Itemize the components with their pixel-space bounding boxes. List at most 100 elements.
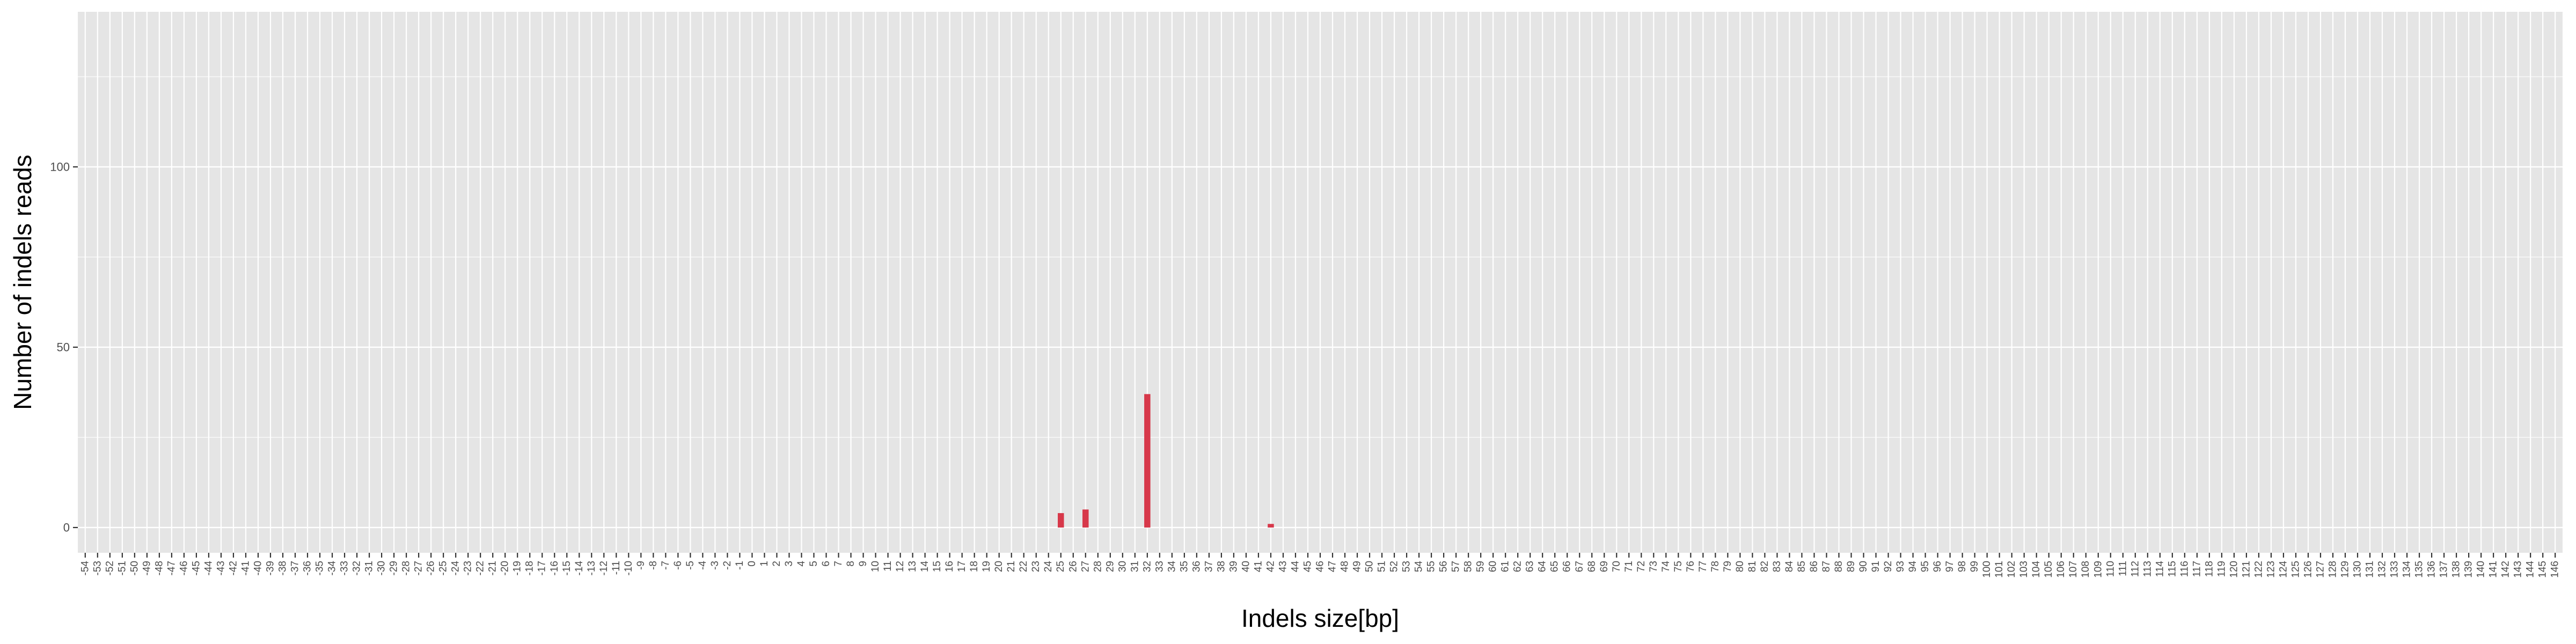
x-tick-label: 107	[2068, 561, 2079, 578]
x-tick-label: -15	[561, 561, 573, 575]
x-tick-label: -51	[116, 561, 128, 575]
x-tick-label: 119	[2216, 561, 2227, 577]
x-tick-label: 101	[1994, 561, 2005, 578]
bars	[1057, 394, 1274, 528]
x-tick-label: 9	[858, 561, 869, 567]
x-tick-label: 19	[981, 561, 992, 572]
x-tick-label: 102	[2006, 561, 2017, 578]
x-tick-label: 123	[2265, 561, 2277, 578]
x-tick-label: -7	[660, 561, 671, 570]
x-tick-label: 85	[1796, 561, 1807, 572]
x-tick-label: 132	[2377, 561, 2388, 578]
x-tick-label: 136	[2426, 561, 2438, 578]
x-tick-label: 56	[1438, 561, 1450, 572]
x-tick-label: -9	[635, 561, 647, 570]
x-tick-label: 86	[1809, 561, 1820, 572]
x-tick-label: 78	[1710, 561, 1721, 572]
x-tick-label: 28	[1092, 561, 1103, 572]
x-tick-label: -52	[104, 561, 115, 575]
x-tick-label: 118	[2204, 561, 2215, 577]
x-tick-label: 95	[1920, 561, 1931, 572]
x-tick-label: 89	[1846, 561, 1857, 572]
x-tick-label: -4	[697, 561, 708, 570]
x-tick-label: 30	[1117, 561, 1128, 572]
x-tick-label: 54	[1414, 561, 1425, 573]
x-tick-label: 29	[1104, 561, 1116, 572]
x-tick-label: 11	[882, 561, 894, 572]
x-tick-label: 50	[1364, 561, 1375, 572]
x-tick-label: -34	[327, 561, 338, 576]
x-tick-label: 41	[1253, 561, 1264, 572]
x-tick-label: 55	[1426, 561, 1437, 572]
x-tick-label: 65	[1549, 561, 1561, 572]
x-tick-label: 20	[993, 561, 1005, 572]
x-tick-label: 71	[1623, 561, 1635, 572]
x-tick-label: -48	[153, 561, 165, 575]
x-tick-label: -49	[141, 561, 152, 575]
x-tick-label: 144	[2525, 561, 2536, 578]
x-tick-label: 91	[1870, 561, 1882, 572]
x-axis-title: Indels size[bp]	[1241, 604, 1399, 632]
x-tick-label: 14	[919, 561, 931, 573]
x-tick-label: 138	[2451, 561, 2462, 578]
x-tick-label: 2	[771, 561, 782, 567]
y-tick-label: 100	[50, 160, 70, 173]
x-tick-label: 6	[821, 561, 832, 567]
x-tick-label: 10	[870, 561, 881, 572]
x-tick-label: 114	[2154, 561, 2165, 577]
x-tick-label: -24	[450, 561, 462, 576]
x-tick-label: 33	[1154, 561, 1165, 572]
x-tick-label: -32	[352, 561, 363, 575]
x-tick-label: -44	[203, 561, 214, 576]
x-tick-label: 98	[1957, 561, 1968, 572]
x-tick-label: 47	[1327, 561, 1338, 572]
x-tick-label: 96	[1932, 561, 1943, 572]
y-tick-label: 50	[57, 340, 70, 354]
x-tick-label: 87	[1821, 561, 1832, 572]
x-tick-label: -38	[277, 561, 288, 575]
x-tick-label: 88	[1833, 561, 1845, 572]
x-tick-label: 61	[1500, 561, 1511, 572]
x-tick-label: 126	[2302, 561, 2314, 578]
x-tick-label: 125	[2290, 561, 2301, 578]
x-tick-label: 15	[932, 561, 943, 572]
x-tick-label: 76	[1685, 561, 1696, 572]
x-tick-label: 42	[1265, 561, 1276, 572]
y-axis-title: Number of indels reads	[9, 155, 36, 410]
x-tick-label: -25	[438, 561, 449, 575]
x-tick-label: -39	[265, 561, 276, 575]
x-tick-label: 97	[1944, 561, 1956, 572]
x-tick-label: 135	[2414, 561, 2425, 578]
x-tick-label: 67	[1574, 561, 1585, 572]
x-tick-label: 22	[1018, 561, 1029, 572]
x-tick-label: -26	[426, 561, 437, 575]
x-tick-label: 84	[1784, 561, 1795, 573]
x-tick-label: 53	[1401, 561, 1413, 572]
x-tick-label: -12	[598, 561, 610, 575]
x-tick-label: 120	[2228, 561, 2240, 578]
x-tick-label: 105	[2043, 561, 2054, 578]
x-tick-label: -54	[79, 561, 91, 576]
x-tick-label: 81	[1747, 561, 1758, 572]
x-tick-label: 49	[1352, 561, 1363, 572]
x-tick-label: 1	[759, 561, 770, 567]
x-tick-label: 43	[1277, 561, 1289, 572]
x-tick-label: 46	[1315, 561, 1326, 572]
x-tick-label: 106	[2055, 561, 2067, 578]
bar	[1057, 513, 1064, 528]
x-tick-label: -19	[512, 561, 523, 575]
x-tick-label: 58	[1463, 561, 1474, 572]
x-tick-label: 75	[1673, 561, 1684, 572]
x-tick-label: 64	[1537, 561, 1548, 573]
x-tick-label: -18	[524, 561, 536, 575]
x-tick-label: -8	[648, 561, 659, 570]
x-tick-label: 146	[2550, 561, 2561, 578]
x-tick-label: 141	[2488, 561, 2499, 578]
x-tick-label: 100	[1981, 561, 1993, 578]
x-tick-label: -30	[376, 561, 387, 575]
x-tick-label: -17	[537, 561, 548, 575]
y-tick-label: 0	[63, 521, 70, 534]
x-tick-label: 8	[845, 561, 857, 567]
x-tick-label: 124	[2278, 561, 2289, 578]
